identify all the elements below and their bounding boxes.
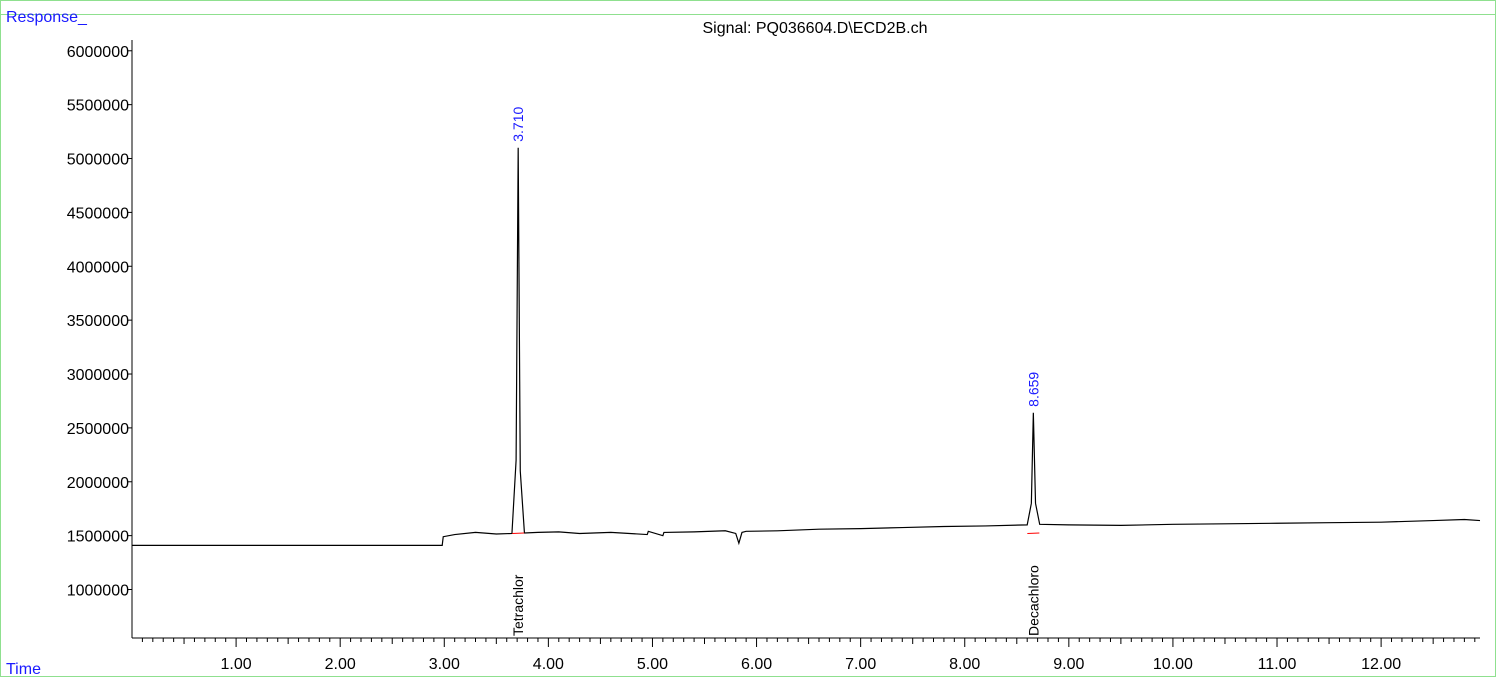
x-tick-label: 3.00 bbox=[429, 656, 460, 673]
y-tick-label: 2000000 bbox=[67, 475, 129, 492]
chart-title: Signal: PQ036604.D\ECD2B.ch bbox=[702, 20, 927, 37]
peak-annotations: 3.710 Tetrachlor 8.659 Decachloro bbox=[510, 106, 1041, 636]
y-tick-label: 5500000 bbox=[67, 98, 129, 115]
axes: 1000000 1500000 2000000 2500000 3000000 35000… bbox=[67, 40, 1480, 673]
peak-retention-time-label: 3.710 bbox=[510, 106, 526, 141]
y-tick-label: 3500000 bbox=[67, 313, 129, 330]
x-tick-label: 9.00 bbox=[1053, 656, 1084, 673]
y-tick-label: 5000000 bbox=[67, 152, 129, 169]
x-tick-label: 12.00 bbox=[1361, 656, 1401, 673]
x-tick-label: 11.00 bbox=[1258, 656, 1297, 673]
y-tick-label: 3000000 bbox=[67, 367, 129, 384]
peak-compound-label: Decachloro bbox=[1025, 565, 1041, 636]
y-tick-label: 4000000 bbox=[67, 259, 129, 276]
x-tick-label: 10.00 bbox=[1153, 656, 1193, 673]
x-tick-label: 5.00 bbox=[637, 656, 668, 673]
plot-area bbox=[132, 148, 1480, 546]
peak-baseline-mark bbox=[512, 533, 524, 534]
x-axis-title: Time bbox=[6, 661, 41, 677]
y-tick-label: 6000000 bbox=[67, 44, 129, 61]
x-tick-label: 7.00 bbox=[845, 656, 876, 673]
y-tick-label: 4500000 bbox=[67, 205, 129, 222]
x-tick-label: 8.00 bbox=[949, 656, 980, 673]
y-tick-label: 1500000 bbox=[67, 529, 129, 546]
peak-baseline-mark bbox=[1027, 533, 1039, 534]
x-tick-label: 4.00 bbox=[533, 656, 564, 673]
peak-compound-label: Tetrachlor bbox=[510, 574, 526, 636]
peak-retention-time-label: 8.659 bbox=[1025, 372, 1041, 407]
signal-trace bbox=[132, 148, 1480, 546]
x-tick-label: 6.00 bbox=[741, 656, 772, 673]
x-tick-label: 1.00 bbox=[221, 656, 252, 673]
y-tick-label: 2500000 bbox=[67, 421, 129, 438]
x-tick-label: 2.00 bbox=[325, 656, 356, 673]
y-axis-title: Response_ bbox=[6, 9, 88, 26]
y-tick-label: 1000000 bbox=[67, 583, 129, 600]
